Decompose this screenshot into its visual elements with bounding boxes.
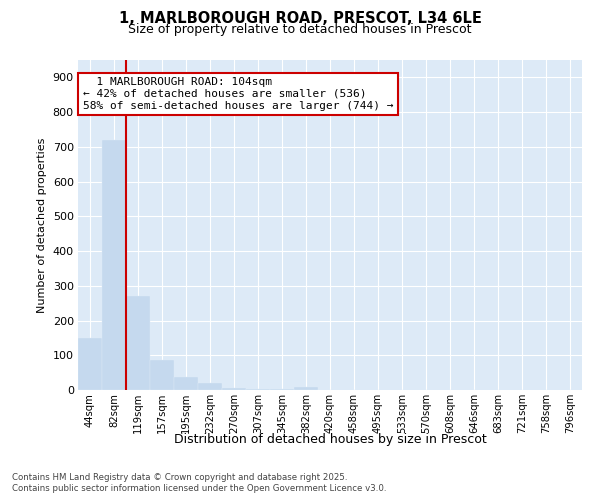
Bar <box>222 388 246 390</box>
Text: Distribution of detached houses by size in Prescot: Distribution of detached houses by size … <box>173 432 487 446</box>
Y-axis label: Number of detached properties: Number of detached properties <box>37 138 47 312</box>
Text: Contains HM Land Registry data © Crown copyright and database right 2025.: Contains HM Land Registry data © Crown c… <box>12 472 347 482</box>
Bar <box>294 386 318 390</box>
Bar <box>150 360 174 390</box>
Text: Size of property relative to detached houses in Prescot: Size of property relative to detached ho… <box>128 22 472 36</box>
Text: 1, MARLBOROUGH ROAD, PRESCOT, L34 6LE: 1, MARLBOROUGH ROAD, PRESCOT, L34 6LE <box>119 11 481 26</box>
Bar <box>102 140 126 390</box>
Bar <box>198 383 222 390</box>
Text: Contains public sector information licensed under the Open Government Licence v3: Contains public sector information licen… <box>12 484 386 493</box>
Text: 1 MARLBOROUGH ROAD: 104sqm  
← 42% of detached houses are smaller (536)
58% of s: 1 MARLBOROUGH ROAD: 104sqm ← 42% of deta… <box>83 78 394 110</box>
Bar <box>174 377 198 390</box>
Bar <box>246 389 270 390</box>
Bar <box>78 338 102 390</box>
Bar <box>126 296 150 390</box>
